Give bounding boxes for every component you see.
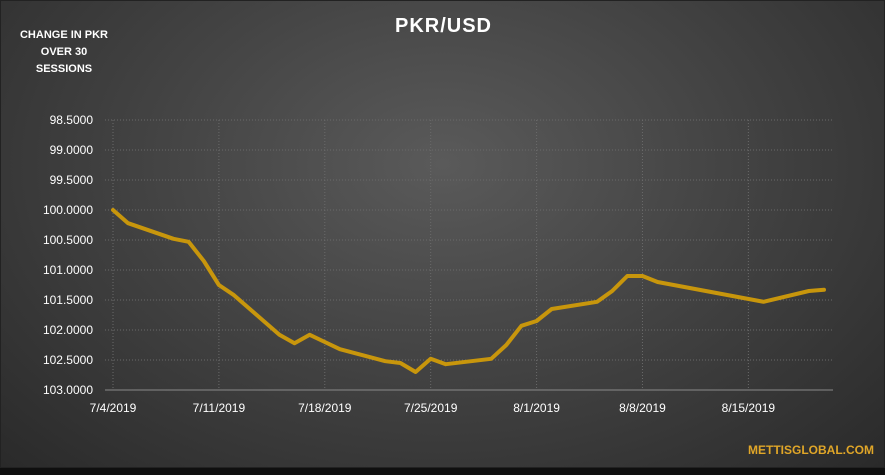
y-tick-label: 101.5000: [43, 293, 93, 307]
x-tick-label: 7/18/2019: [298, 401, 352, 415]
y-tick-label: 99.5000: [50, 173, 94, 187]
y-tick-label: 101.0000: [43, 263, 93, 277]
bottom-strip: [0, 468, 885, 475]
x-tick-label: 8/8/2019: [619, 401, 666, 415]
chart-title: PKR/USD: [394, 15, 492, 37]
x-tick-label: 7/4/2019: [90, 401, 137, 415]
y-tick-label: 99.0000: [50, 143, 94, 157]
y-tick-label: 98.5000: [50, 113, 94, 127]
x-tick-label: 8/15/2019: [722, 401, 776, 415]
x-tick-label: 7/11/2019: [193, 401, 246, 415]
x-tick-label: 8/1/2019: [513, 401, 560, 415]
y-axis: 98.5000 99.0000 99.5000 100.0000 100.5000 101…: [43, 113, 93, 397]
y-tick-label: 102.0000: [43, 323, 93, 337]
y-tick-label: 102.5000: [43, 353, 93, 367]
y-tick-label: 100.5000: [43, 233, 93, 247]
y-tick-label: 103.0000: [43, 383, 93, 397]
watermark: METTISGLOBAL.COM: [748, 443, 874, 457]
gridlines: [105, 119, 833, 391]
y-axis-title: CHANGE IN PKR OVER 30 SESSIONS: [19, 29, 108, 75]
x-tick-label: 7/25/2019: [404, 401, 458, 415]
x-axis: 7/4/2019 7/11/2019 7/18/2019 7/25/2019 8/1/2…: [90, 389, 833, 415]
y-tick-label: 100.0000: [43, 203, 93, 217]
series-line: [111, 208, 826, 374]
series-layer: [111, 208, 826, 374]
